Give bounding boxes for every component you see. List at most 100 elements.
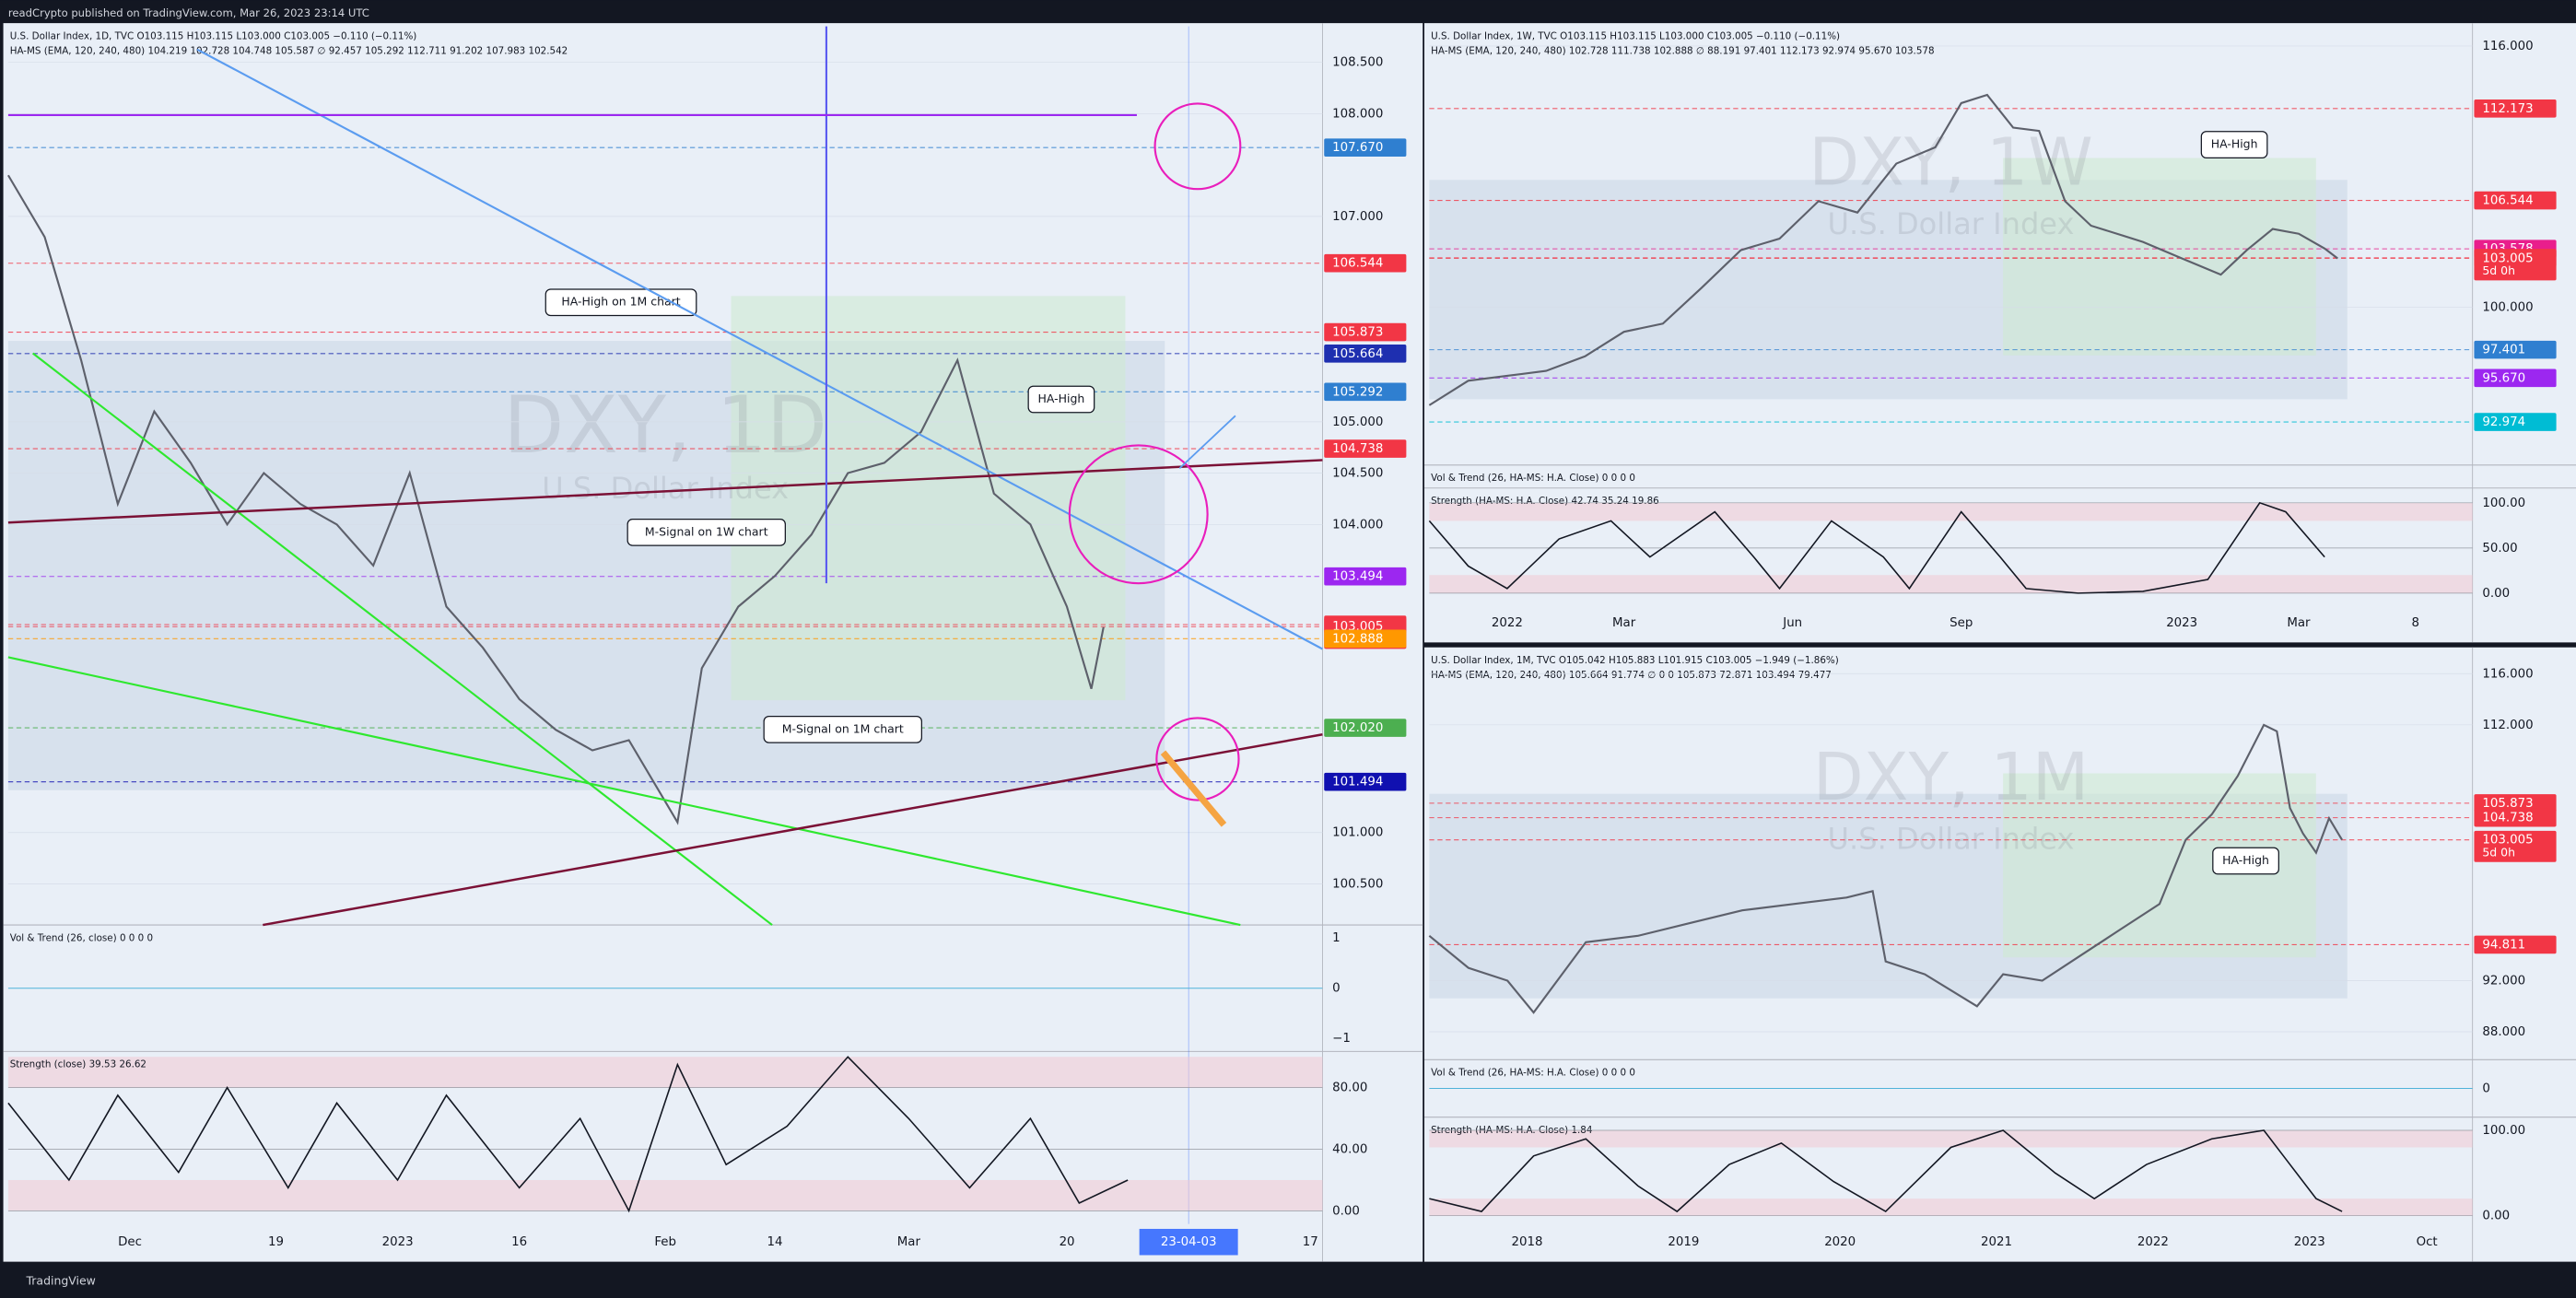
y-tick-label: 112.000 — [2482, 719, 2533, 732]
y-tick-label: 107.000 — [1332, 210, 1383, 224]
price-label-box — [1324, 567, 1407, 586]
price-line-series — [1428, 93, 2338, 406]
price-label-box — [1324, 138, 1407, 158]
x-tick-label: 2022 — [1492, 616, 1523, 630]
y-tick-label: 92.000 — [2482, 974, 2525, 988]
green-zone — [731, 296, 1126, 701]
price-label: 105.873 — [1332, 326, 1383, 340]
trend-line — [1178, 415, 1236, 470]
chart-title: U.S. Dollar Index, 1W, TVC O103.115 H103… — [1431, 30, 1840, 41]
watermark-subtitle: U.S. Dollar Index — [1828, 822, 2075, 857]
y-tick-label: 105.000 — [1332, 415, 1383, 429]
green-zone — [2003, 158, 2316, 356]
watermark: DXY, 1M — [1813, 739, 2090, 815]
watermark: DXY, 1W — [1809, 124, 2093, 201]
x-tick-label: 14 — [767, 1235, 783, 1249]
price-label: 105.664 — [1332, 347, 1383, 361]
y-tick-label: 108.500 — [1332, 56, 1383, 70]
trend-line — [196, 48, 1323, 650]
indicator-legend: HA-MS (EMA, 120, 240, 480) 102.728 111.7… — [1431, 45, 1934, 56]
x-tick-label: 17 — [1303, 1235, 1318, 1249]
target-circle — [1153, 102, 1242, 191]
price-label-box — [1324, 322, 1407, 342]
price-label-box — [1324, 772, 1407, 791]
x-tick-label: 19 — [268, 1235, 284, 1249]
trend-line — [32, 352, 773, 926]
x-tick-label: Jun — [1782, 616, 1802, 630]
strength-band — [1429, 575, 2473, 593]
x-tick-label: 2022 — [2137, 1235, 2169, 1249]
chart-title: U.S. Dollar Index, 1D, TVC O103.115 H103… — [10, 30, 417, 41]
price-label: 102.020 — [1332, 721, 1383, 735]
annotation-box — [626, 519, 786, 546]
annotation-box — [2200, 131, 2268, 158]
y-tick-label: 104.500 — [1332, 467, 1383, 481]
annotation: HA-High — [2222, 853, 2269, 867]
x-tick-label: Mar — [2287, 616, 2311, 630]
price-label-box — [1324, 439, 1407, 458]
price-label: 106.544 — [2482, 194, 2533, 208]
vol-tick-label: 0 — [2482, 1082, 2490, 1095]
strength-tick-label: 50.00 — [2482, 542, 2517, 555]
price-label-box — [2474, 413, 2557, 431]
y-tick-label: 101.000 — [1332, 826, 1383, 840]
strength-tick-label: 40.00 — [1332, 1143, 1367, 1157]
x-tick-label: 2023 — [382, 1235, 414, 1249]
vol-title: Vol & Trend (26, HA-MS: H.A. Close) 0 0 … — [1431, 473, 1635, 484]
y-tick-label: 100.500 — [1332, 877, 1383, 891]
x-tick-label: 2023 — [2166, 616, 2197, 630]
x-tick-label: 2023 — [2294, 1235, 2325, 1249]
footer-brand: TradingView — [26, 1274, 96, 1288]
price-label-box — [2474, 191, 2557, 210]
price-label: 101.494 — [1332, 776, 1383, 789]
target-circle — [1155, 717, 1240, 801]
strength-band — [7, 1057, 1323, 1088]
price-label-box — [1324, 719, 1407, 737]
annotation-box — [1027, 385, 1095, 414]
strength-band — [1429, 1199, 2473, 1216]
price-label: 107.670 — [1332, 141, 1383, 155]
strength-band — [7, 1179, 1323, 1211]
price-label-box — [2474, 808, 2557, 827]
x-tick-label: Sep — [1950, 616, 1973, 630]
price-label: 104.738 — [1332, 442, 1383, 456]
y-tick-label: 100.000 — [2482, 301, 2533, 315]
x-tick-label: Dec — [118, 1235, 142, 1249]
price-line-series — [1428, 723, 2343, 1014]
cursor-date: 23-04-03 — [1161, 1235, 1217, 1249]
drawings — [7, 26, 1323, 927]
vol-tick-label: −1 — [1332, 1032, 1351, 1046]
annotation: HA-High — [1038, 392, 1085, 405]
strength-tick-label: 80.00 — [1332, 1082, 1367, 1095]
watermark: DXY, 1D — [503, 380, 827, 472]
watermark-subtitle: U.S. Dollar Index — [1828, 206, 2075, 241]
trend-line — [1160, 750, 1227, 827]
price-label-box — [1324, 253, 1407, 273]
price-label: 92.974 — [2482, 415, 2525, 429]
price-label: 103.005 — [2482, 834, 2533, 848]
price-label: 94.811 — [2482, 938, 2525, 952]
price-line-series — [6, 174, 1105, 825]
price-label: 103.494 — [1332, 570, 1383, 584]
x-tick-label: 2021 — [1981, 1235, 2012, 1249]
strength-tick-label: 0.00 — [2482, 1210, 2510, 1223]
price-label-box — [2474, 368, 2557, 388]
price-label: 104.738 — [2482, 812, 2533, 825]
price-label-countdown: 5d 0h — [2482, 845, 2515, 859]
annotation: HA-High on 1M chart — [561, 295, 680, 309]
strength-title: Strength (close) 39.53 26.62 — [10, 1059, 146, 1070]
x-tick-label: 2019 — [1668, 1235, 1699, 1249]
price-label-box — [2474, 340, 2557, 359]
price-label: 105.292 — [1332, 385, 1383, 399]
strength-band — [1429, 502, 2473, 521]
annotation-box — [763, 715, 922, 743]
annotation: HA-High — [2211, 137, 2258, 151]
price-label-box — [1324, 345, 1407, 363]
price-label-box — [2474, 830, 2557, 862]
price-label-box — [2474, 794, 2557, 813]
price-label: 97.401 — [2482, 344, 2525, 357]
price-label: 112.173 — [2482, 102, 2533, 116]
price-label: 106.544 — [1332, 257, 1383, 271]
price-label-box — [1324, 629, 1407, 649]
x-tick-label: Mar — [1612, 616, 1636, 630]
